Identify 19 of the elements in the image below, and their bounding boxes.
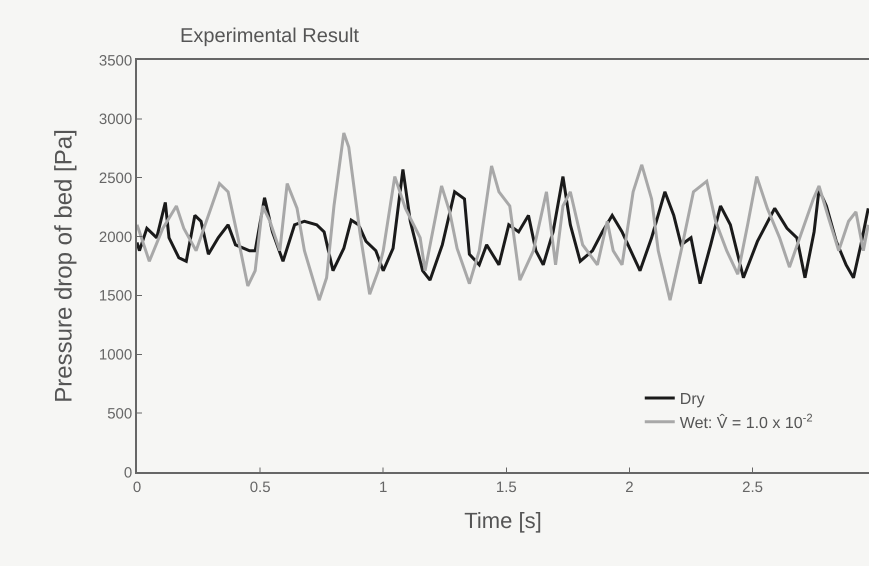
y-axis-title: Pressure drop of bed [Pa] bbox=[50, 129, 78, 403]
y-tick-label: 1000 bbox=[98, 346, 132, 364]
y-tick-label: 3500 bbox=[98, 52, 132, 70]
y-tick-label: 2500 bbox=[98, 170, 132, 187]
x-tick-label: 2.5 bbox=[742, 478, 763, 496]
x-axis-title: Time [s] bbox=[464, 508, 542, 534]
x-tick-label: 1.5 bbox=[496, 478, 517, 496]
x-tick-label: 0.5 bbox=[250, 478, 271, 496]
y-tick-label: 500 bbox=[107, 405, 132, 422]
legend-label: Dry bbox=[680, 391, 705, 408]
y-tick-label: 2000 bbox=[98, 228, 132, 246]
y-tick-label: 1500 bbox=[98, 288, 132, 305]
chart-title: Experimental Result bbox=[180, 25, 360, 47]
x-tick-label: 2 bbox=[625, 478, 634, 496]
y-tick-label: 3000 bbox=[98, 111, 132, 128]
y-tick-label: 0 bbox=[124, 464, 132, 482]
legend-label: Wet: V̂ = 1.0 x 10$^{-2}$ bbox=[680, 412, 813, 432]
line-series bbox=[137, 131, 869, 302]
x-tick-label: 1 bbox=[379, 478, 388, 496]
